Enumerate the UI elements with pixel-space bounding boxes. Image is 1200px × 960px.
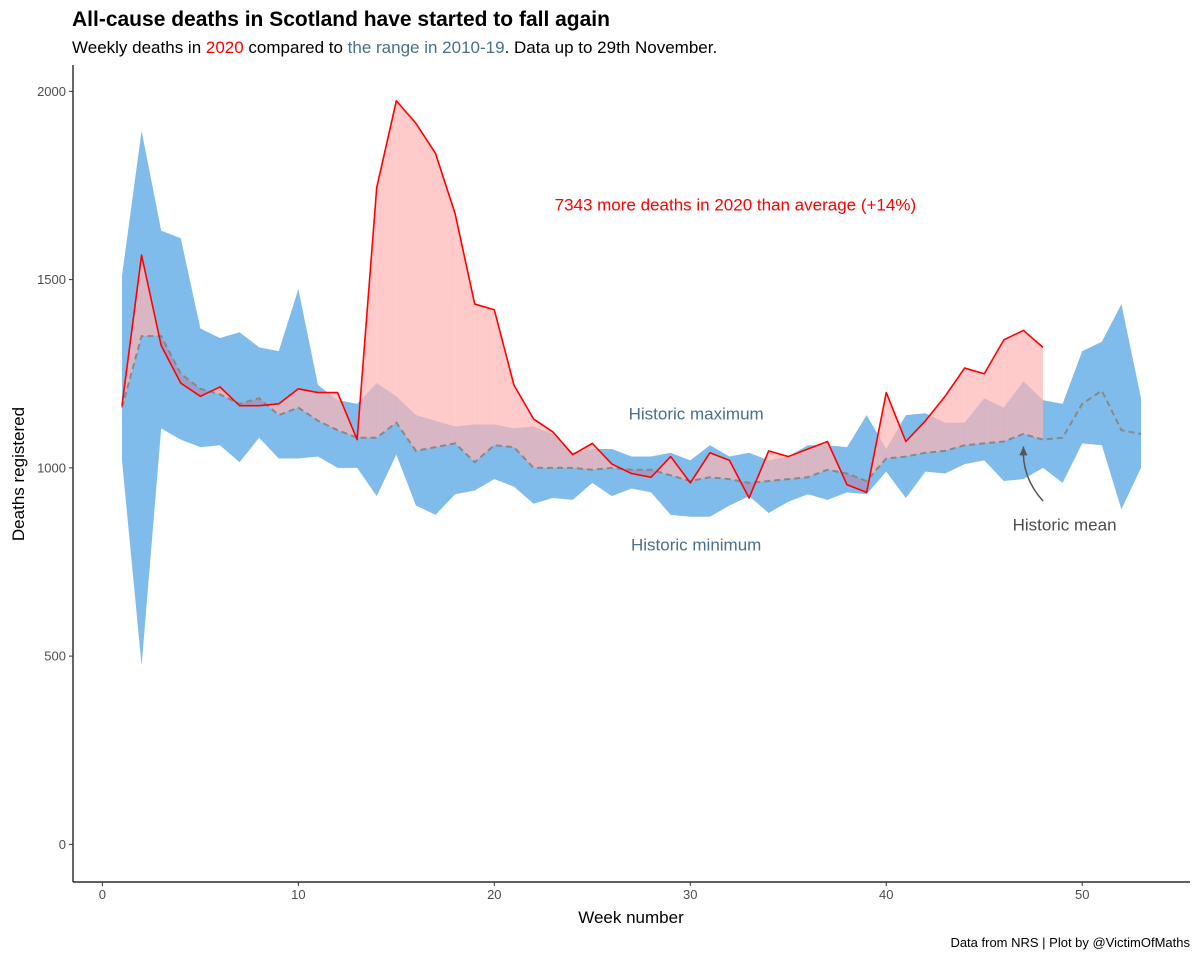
y-axis-title: Deaths registered	[9, 407, 28, 541]
chart-caption: Data from NRS | Plot by @VictimOfMaths	[950, 935, 1190, 950]
x-tick-label: 20	[487, 887, 501, 902]
x-tick-label: 30	[683, 887, 697, 902]
y-tick-label: 2000	[37, 84, 66, 99]
historic-mean-arrowhead	[1019, 446, 1028, 456]
excess-fill-segment	[533, 418, 554, 468]
excess-fill-segment	[455, 213, 475, 463]
y-tick-label: 1500	[37, 272, 66, 287]
subtitle-part3: . Data up to 29th November.	[505, 38, 718, 57]
subtitle-part1: Weekly deaths in	[72, 38, 206, 57]
excess-fill-segment	[945, 368, 965, 451]
excess-fill-segment	[788, 449, 808, 480]
excess-fill-segment	[317, 392, 338, 431]
x-tick-label: 10	[291, 887, 305, 902]
y-tick-label: 500	[44, 649, 66, 664]
deficit-fill-segment	[180, 373, 201, 397]
excess-fill-segment	[709, 452, 730, 480]
series-2020-line	[121, 99, 1044, 499]
excess-fill-segment	[396, 100, 416, 451]
subtitle-part2: compared to	[244, 38, 348, 57]
deficit-fill-segment	[161, 336, 181, 384]
subtitle-highlight-range: the range in 2010-19	[348, 38, 505, 57]
annotation-historic-max: Historic maximum	[629, 404, 764, 423]
x-axis-title: Week number	[578, 908, 684, 927]
excess-fill-segment	[435, 153, 456, 448]
annotation-excess-deaths: 7343 more deaths in 2020 than average (+…	[555, 195, 917, 214]
excess-fill-segment	[513, 385, 534, 468]
x-tick-label: 40	[879, 887, 893, 902]
excess-fill-segment	[1003, 330, 1024, 442]
excess-fill-segment	[905, 420, 926, 457]
excess-fill-segment	[964, 368, 985, 446]
annotation-historic-mean: Historic mean	[1013, 515, 1117, 534]
y-tick-label: 0	[59, 837, 66, 852]
excess-fill-segment	[376, 100, 397, 438]
y-tick-label: 1000	[37, 460, 66, 475]
excess-fill-segment	[592, 443, 612, 470]
excess-fill-segment	[572, 443, 593, 470]
excess-fill-segment	[415, 123, 436, 451]
excess-fill-segment	[925, 396, 946, 453]
chart-subtitle: Weekly deaths in 2020 compared to the ra…	[72, 38, 717, 57]
excess-fill-segment	[474, 304, 495, 463]
x-tick-label: 50	[1075, 887, 1089, 902]
excess-fill-segment	[298, 388, 318, 421]
excess-fill-segment	[807, 441, 828, 478]
excess-fill-segment	[1023, 330, 1044, 440]
x-tick-label: 0	[99, 887, 106, 902]
excess-fill-segment	[494, 309, 514, 448]
historic-mean-line	[121, 335, 1142, 484]
deficit-fill-segment	[631, 469, 652, 478]
chart-title: All-cause deaths in Scotland have starte…	[72, 8, 610, 31]
excess-fill-segment	[886, 392, 906, 459]
deficit-fill-segment	[847, 473, 867, 493]
excess-fill-segment	[553, 432, 573, 468]
subtitle-highlight-2020: 2020	[206, 38, 244, 57]
excess-fill-segment	[768, 450, 789, 482]
annotation-historic-min: Historic minimum	[631, 535, 761, 554]
